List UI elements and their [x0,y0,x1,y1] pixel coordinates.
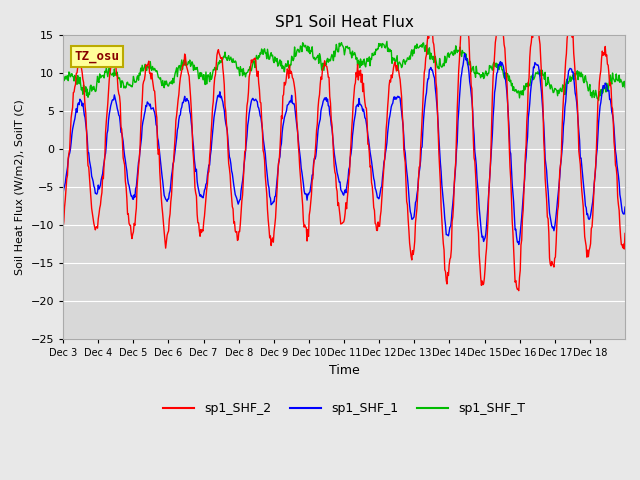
sp1_SHF_1 [228,171,236,177]
sp1_SHF_1 [461,51,468,57]
sp1_SHF_T [278,59,285,64]
sp1_SHF_2 [60,225,67,230]
sp1_SHF_T [60,72,67,78]
sp1_SHF_2 [278,113,285,119]
sp1_SHF_1 [60,191,67,196]
sp1_SHF_1 [402,160,410,166]
sp1_SHF_1 [621,204,629,210]
Text: TZ_osu: TZ_osu [74,50,119,63]
sp1_SHF_1 [434,109,442,115]
Y-axis label: Soil Heat Flux (W/m2), SoilT (C): Soil Heat Flux (W/m2), SoilT (C) [15,99,25,275]
Line: sp1_SHF_T: sp1_SHF_T [63,41,625,100]
sp1_SHF_T [125,82,133,88]
sp1_SHF_T [228,60,236,65]
sp1_SHF_2 [621,230,629,236]
sp1_SHF_2 [461,0,469,6]
sp1_SHF_T [403,58,410,64]
sp1_SHF_2 [228,204,236,210]
sp1_SHF_2 [515,288,523,294]
sp1_SHF_1 [278,141,285,146]
sp1_SHF_2 [125,220,133,226]
sp1_SHF_2 [402,179,410,185]
Line: sp1_SHF_2: sp1_SHF_2 [63,3,625,291]
X-axis label: Time: Time [329,364,360,377]
sp1_SHF_T [256,50,264,56]
sp1_SHF_T [435,64,442,70]
sp1_SHF_T [383,38,391,44]
sp1_SHF_1 [515,241,523,247]
sp1_SHF_1 [125,182,133,188]
sp1_SHF_2 [434,108,442,113]
Title: SP1 Soil Heat Flux: SP1 Soil Heat Flux [275,15,413,30]
sp1_SHF_T [595,97,602,103]
sp1_SHF_1 [256,113,264,119]
sp1_SHF_T [621,84,629,90]
sp1_SHF_2 [256,99,264,105]
Line: sp1_SHF_1: sp1_SHF_1 [63,54,625,244]
Legend: sp1_SHF_2, sp1_SHF_1, sp1_SHF_T: sp1_SHF_2, sp1_SHF_1, sp1_SHF_T [158,397,531,420]
